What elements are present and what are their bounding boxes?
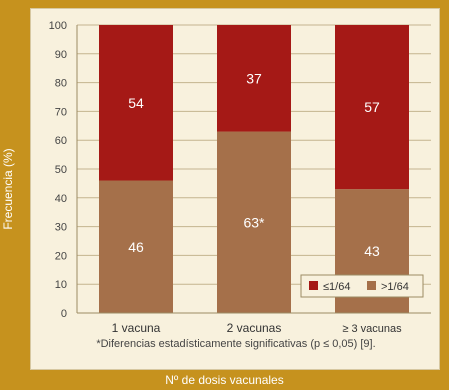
x-tick-label: 2 vacunas: [227, 321, 282, 335]
x-tick-label: ≥ 3 vacunas: [342, 323, 402, 335]
y-tick-label: 50: [55, 164, 67, 176]
bar-segment: [335, 25, 409, 190]
y-axis-label: Frecuencia (%): [1, 148, 15, 230]
x-axis-label: Nº de dosis vacunales: [165, 373, 284, 387]
bar-value-label: 43: [364, 243, 380, 259]
bar-value-label: 57: [364, 99, 380, 115]
footnote: *Diferencias estadísticamente significat…: [96, 338, 376, 350]
bar-value-label: 37: [246, 70, 262, 86]
y-tick-label: 100: [49, 20, 67, 32]
legend-swatch: [309, 281, 318, 290]
y-tick-label: 90: [55, 49, 67, 61]
chart-frame: 0 10 20 30 40 50 60 70 80 90 100 46 54 1 vacuna 63* 37 2…: [30, 8, 440, 370]
y-tick-label: 0: [61, 308, 67, 320]
y-tick-label: 10: [55, 279, 67, 291]
y-tick-label: 80: [55, 78, 67, 90]
bar-value-label: 46: [128, 239, 144, 255]
legend-label: ≤1/64: [323, 281, 350, 293]
bar-segment: [99, 180, 173, 313]
y-tick-label: 60: [55, 135, 67, 147]
y-tick-label: 30: [55, 222, 67, 234]
legend-box: [300, 274, 424, 298]
legend-label: >1/64: [381, 281, 409, 293]
bar-segment: [217, 131, 291, 313]
y-tick-label: 20: [55, 250, 67, 262]
stacked-bar-chart: 0 10 20 30 40 50 60 70 80 90 100 46 54 1 vacuna 63* 37 2…: [49, 20, 431, 335]
legend-swatch: [367, 281, 376, 290]
bar-segment: [217, 25, 291, 132]
x-tick-label: 1 vacuna: [112, 321, 161, 335]
bar-value-label: 63*: [243, 214, 265, 230]
y-tick-label: 40: [55, 193, 67, 205]
bar-value-label: 54: [128, 95, 144, 111]
bar-segment: [99, 25, 173, 181]
y-tick-label: 70: [55, 106, 67, 118]
